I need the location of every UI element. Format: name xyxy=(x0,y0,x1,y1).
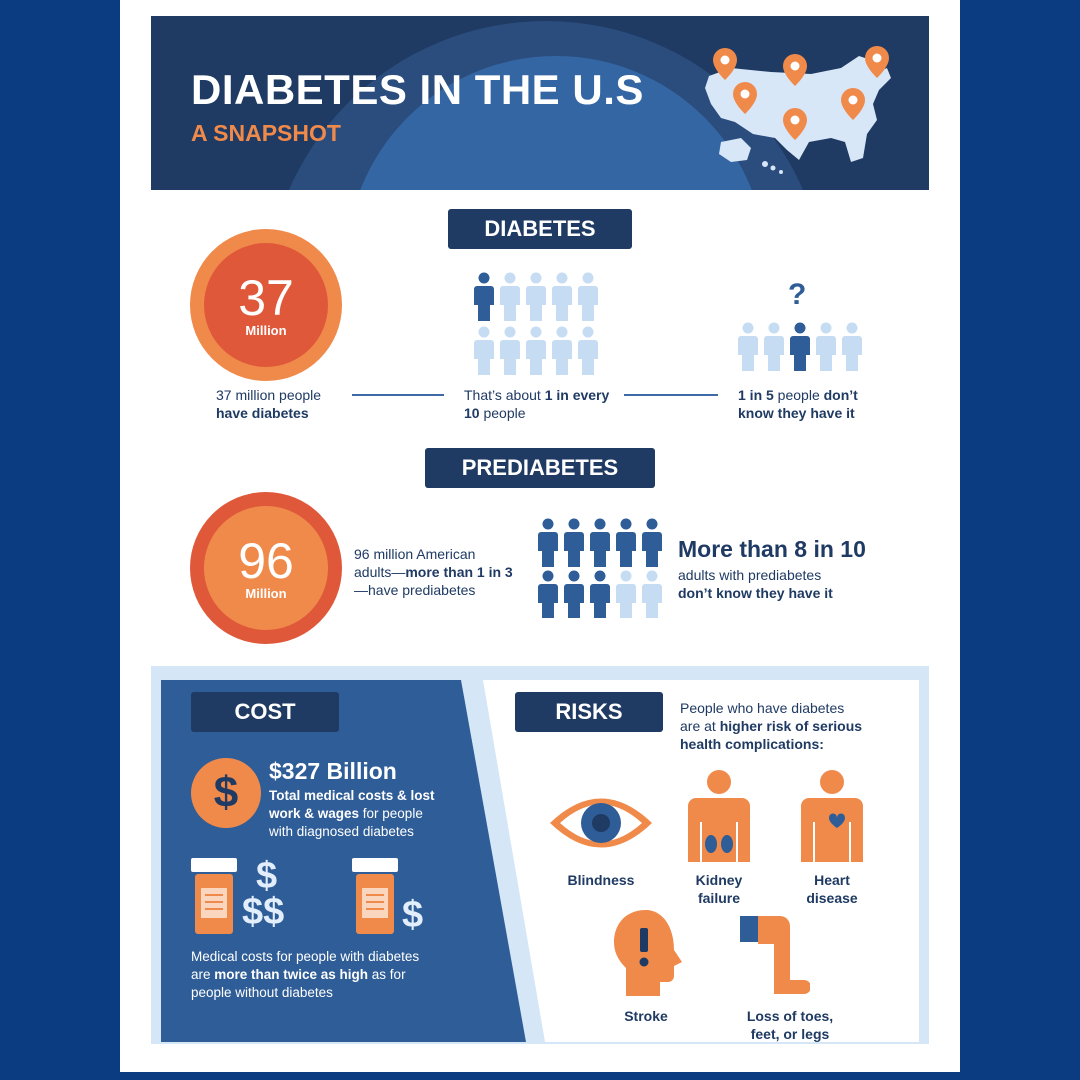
head-icon xyxy=(614,910,682,996)
risk-kidney-failure: Kidney failure xyxy=(695,872,743,906)
pill-bottle-icon xyxy=(191,858,237,934)
diabetes-stat-1: 37 million people have diabetes xyxy=(216,387,322,421)
risks-intro: People who have diabetes are at higher r… xyxy=(680,700,863,752)
prediabetes-headline: More than 8 in 10 xyxy=(678,536,866,562)
pill-bottle-icon xyxy=(352,858,398,934)
diabetes-number-circle: 37 Million xyxy=(190,229,342,381)
kidney-icon xyxy=(688,770,750,862)
dollar-icon: $ xyxy=(191,758,261,828)
risks-label: RISKS xyxy=(515,692,663,732)
risk-blindness: Blindness xyxy=(567,872,635,888)
heart-icon xyxy=(801,770,863,862)
diabetes-number: 37 xyxy=(238,269,294,326)
people-8-in-10-icon xyxy=(538,518,662,618)
page-subtitle: A SNAPSHOT xyxy=(191,120,341,146)
leg-icon xyxy=(740,916,810,994)
header-banner: DIABETES IN THE U.S A SNAPSHOT xyxy=(151,16,929,190)
prediabetes-desc: 96 million American adults—more than 1 i… xyxy=(354,546,513,598)
prediabetes-label: PREDIABETES xyxy=(425,448,655,488)
cost-amount: $327 Billion xyxy=(269,758,397,784)
dollar-signs-icon: $ $$ xyxy=(242,855,285,933)
diabetes-stat-3: 1 in 5 people don’t know they have it xyxy=(738,387,858,421)
connector-line xyxy=(624,394,718,396)
dollar-sign-icon: $ xyxy=(402,894,424,936)
cost-footnote: Medical costs for people with diabetes a… xyxy=(191,949,420,1000)
page-title: DIABETES IN THE U.S xyxy=(191,66,644,113)
people-1-in-5-icon xyxy=(738,322,862,371)
diabetes-label: DIABETES xyxy=(448,209,632,249)
us-map-icon xyxy=(705,46,891,174)
question-mark-icon: ? xyxy=(788,278,807,311)
risk-heart-disease: Heart disease xyxy=(806,872,858,906)
diabetes-number-unit: Million xyxy=(245,322,287,338)
people-1-in-10-icon xyxy=(474,272,598,375)
eye-icon xyxy=(550,798,652,848)
infographic-page: DIABETES IN THE U.S A SNAPSHOT DIABETES … xyxy=(120,0,960,1072)
prediabetes-number: 96 xyxy=(238,532,294,589)
risk-stroke: Stroke xyxy=(624,1008,668,1024)
prediabetes-subtext: adults with prediabetes don’t know they … xyxy=(678,567,833,601)
risk-loss-of-limbs: Loss of toes, feet, or legs xyxy=(746,1008,834,1042)
prediabetes-number-circle: 96 Million xyxy=(190,492,342,644)
diabetes-stat-2: That’s about 1 in every 10 people xyxy=(464,387,610,421)
connector-line xyxy=(352,394,444,396)
cost-label: COST xyxy=(191,692,339,732)
cost-desc: Total medical costs & lost work & wages … xyxy=(269,788,435,839)
prediabetes-number-unit: Million xyxy=(245,585,287,601)
